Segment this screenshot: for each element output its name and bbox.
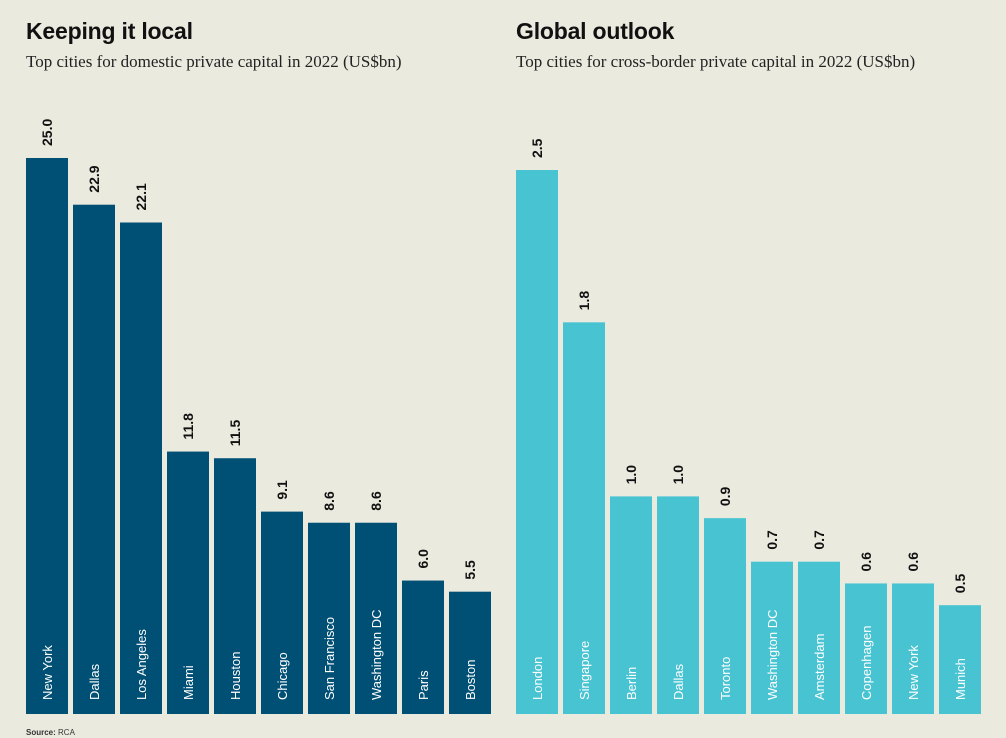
chart-subtitle: Top cities for domestic private capital … [26,52,402,71]
value-label: 9.1 [274,480,290,500]
value-label: 0.9 [717,486,733,506]
source-note: Source: RCA [26,728,75,737]
bar-san-francisco [308,522,350,714]
bar-amsterdam [798,561,840,714]
bar-dallas [73,204,115,715]
chart-title: Keeping it local [26,18,193,44]
value-label: 0.7 [764,530,780,550]
bar-dallas [657,496,699,714]
category-label: Washington DC [765,609,780,700]
bar-munich [939,605,981,714]
value-label: 6.0 [415,549,431,569]
bar-london [516,170,558,714]
bar-berlin [610,496,652,714]
value-label: 22.1 [133,183,149,210]
category-label: Chicago [275,652,290,700]
category-label: Boston [463,660,478,700]
value-label: 11.5 [227,420,243,447]
value-label: 25.0 [39,119,55,146]
source-text: RCA [58,728,75,737]
category-label: Washington DC [369,609,384,700]
category-label: Berlin [624,667,639,700]
category-label: New York [40,645,55,700]
bar-toronto [704,518,746,714]
category-label: Copenhagen [859,626,874,700]
category-label: Singapore [577,641,592,700]
category-label: Miami [181,665,196,700]
value-label: 0.5 [952,574,968,594]
category-label: Amsterdam [812,634,827,700]
category-label: San Francisco [322,617,337,700]
source-label: Source: [26,728,56,737]
bar-new-york [892,583,934,714]
category-label: Dallas [87,663,102,700]
category-label: Houston [228,652,243,700]
value-label: 0.7 [811,530,827,550]
bar-washington-dc [751,561,793,714]
bar-copenhagen [845,583,887,714]
bar-chart-cross-border: London 2.5 Singapore 1.8 Berlin 1.0 Dallas 1.0 T… [516,138,981,714]
bar-chart-domestic: New York 25.0 Dallas 22.9 Los Angeles 22.1 Mia… [26,119,491,715]
chart-panel-cross-border: Global outlook Top cities for cross-bord… [516,0,996,738]
value-label: 1.8 [576,291,592,311]
value-label: 0.6 [858,552,874,572]
value-label: 1.0 [670,465,686,485]
bar-washington-dc [355,522,397,714]
value-label: 8.6 [368,491,384,511]
category-label: New York [906,645,921,700]
value-label: 1.0 [623,465,639,485]
chart-subtitle: Top cities for cross-border private capi… [516,52,916,71]
bar-new-york [26,158,68,714]
chart-panel-domestic: Keeping it local Top cities for domestic… [26,0,506,738]
bar-singapore [563,322,605,714]
value-label: 22.9 [86,165,102,192]
value-label: 0.6 [905,552,921,572]
bar-paris [402,580,444,714]
bar-chicago [261,511,303,714]
bar-boston [449,591,491,714]
category-label: Munich [953,658,968,700]
value-label: 2.5 [529,138,545,158]
chart-title: Global outlook [516,18,675,44]
value-label: 5.5 [462,560,478,580]
value-label: 8.6 [321,491,337,511]
category-label: London [530,657,545,700]
category-label: Paris [416,670,431,700]
category-label: Los Angeles [134,629,149,700]
category-label: Toronto [718,657,733,700]
bar-miami [167,451,209,714]
value-label: 11.8 [180,413,196,440]
bar-houston [214,458,256,714]
bar-los-angeles [120,222,162,714]
category-label: Dallas [671,663,686,700]
